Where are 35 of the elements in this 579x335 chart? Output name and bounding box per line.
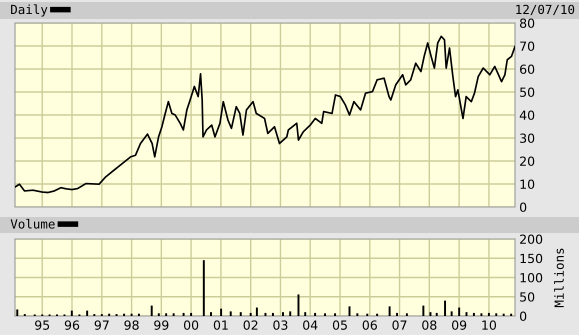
y-axis-title: Millions	[554, 248, 564, 308]
x-tick-label: 10	[482, 320, 496, 330]
y-tick-label: 150	[520, 254, 542, 264]
y-tick-label: 40	[520, 110, 534, 120]
y-tick-label: 100	[520, 272, 542, 282]
x-tick-label: 08	[422, 320, 436, 330]
text: 12/07/10	[516, 4, 574, 16]
x-tick-label: 05	[332, 320, 347, 330]
x-tick-label: 97	[94, 320, 109, 330]
y-tick-label: 70	[520, 41, 534, 51]
x-tick-label: 06	[362, 320, 377, 330]
y-tick-label: 30	[520, 133, 534, 143]
y-tick-label: 200	[520, 234, 542, 244]
x-tick-label: 00	[184, 320, 198, 330]
legend-label: Daily	[11, 4, 48, 17]
y-tick-label: 10	[520, 179, 534, 189]
line-series	[15, 36, 515, 194]
x-tick-label: 95	[35, 320, 50, 330]
y-tick-label: 60	[520, 64, 534, 74]
x-tick-label: 07	[392, 320, 406, 330]
x-tick-label: 04	[303, 320, 318, 330]
y-tick-label: 80	[520, 18, 534, 28]
x-tick-label: 01	[214, 320, 228, 330]
x-tick-label: 03	[273, 320, 288, 330]
x-tick-label: 99	[154, 320, 168, 330]
x-tick-label: 02	[244, 320, 258, 330]
y-tick-label: 0	[520, 202, 526, 212]
y-tick-label: 50	[520, 87, 534, 97]
x-tick-label: 96	[64, 320, 80, 330]
y-tick-label: 20	[520, 156, 534, 166]
x-tick-label: 09	[452, 320, 466, 330]
x-tick-label: 98	[124, 320, 139, 330]
legend-label: Volume	[10, 218, 55, 229]
y-tick-label: 0	[520, 311, 526, 321]
y-tick-label: 50	[520, 292, 534, 302]
